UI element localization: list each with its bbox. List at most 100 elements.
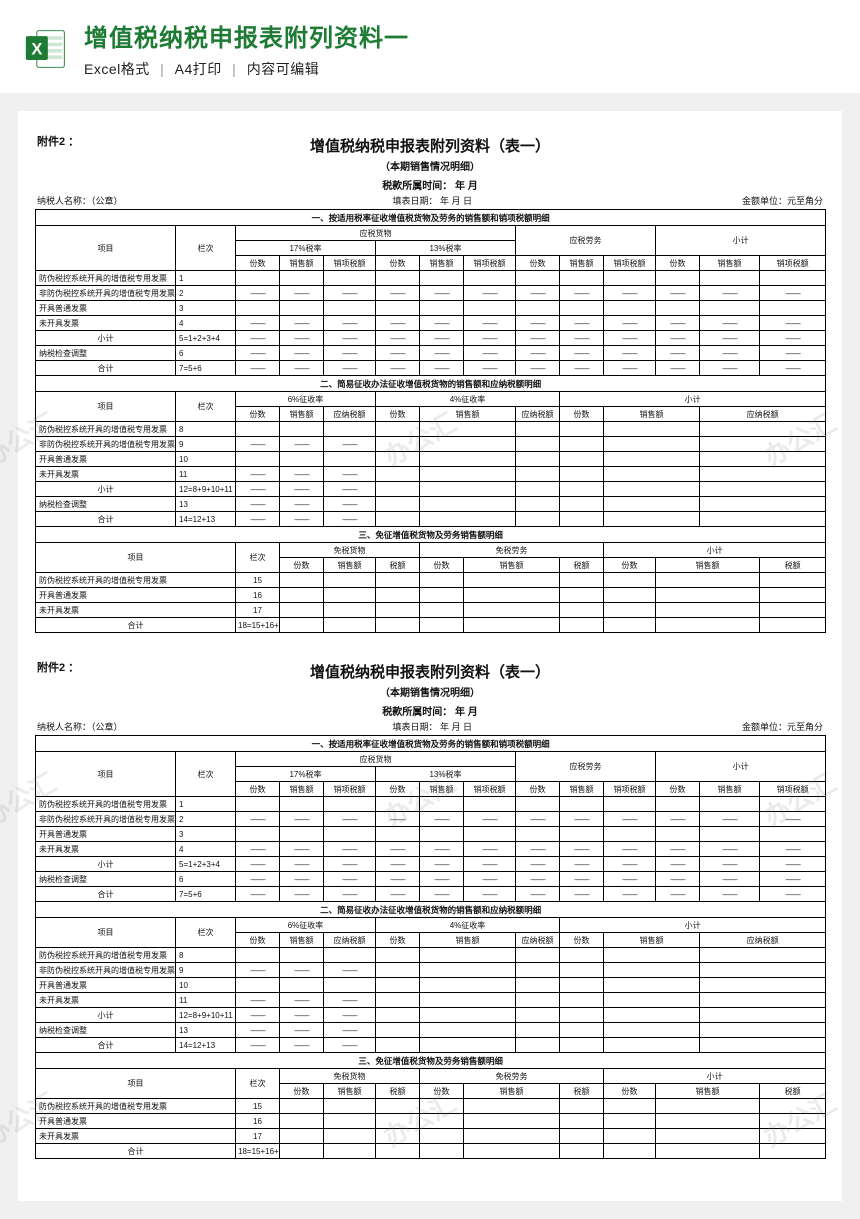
data-cell bbox=[656, 857, 700, 872]
data-cell bbox=[376, 316, 420, 331]
data-cell bbox=[560, 331, 604, 346]
data-cell bbox=[700, 1008, 826, 1023]
data-cell bbox=[376, 512, 420, 527]
data-cell bbox=[324, 573, 376, 588]
data-cell bbox=[560, 993, 604, 1008]
col-fen: 份数 bbox=[236, 782, 280, 797]
data-cell bbox=[656, 872, 700, 887]
data-cell bbox=[656, 301, 700, 316]
excel-icon: X bbox=[24, 27, 68, 71]
data-cell bbox=[700, 286, 760, 301]
row-lanci: 14=12+13 bbox=[176, 512, 236, 527]
data-cell bbox=[516, 948, 560, 963]
data-cell bbox=[560, 301, 604, 316]
group-services: 应税劳务 bbox=[516, 752, 656, 782]
sheet: 附件2 ：增值税纳税申报表附列资料（表一）（本期销售情况明细）税款所属时间： 年… bbox=[35, 131, 825, 633]
data-cell bbox=[280, 993, 324, 1008]
data-cell bbox=[700, 812, 760, 827]
col-tax: 税额 bbox=[560, 558, 604, 573]
data-cell bbox=[420, 812, 464, 827]
data-cell bbox=[236, 497, 280, 512]
data-cell bbox=[604, 573, 656, 588]
row-lanci: 3 bbox=[176, 301, 236, 316]
page-title: 增值税纳税申报表附列资料一 bbox=[84, 18, 409, 53]
col-sales: 销售额 bbox=[464, 558, 560, 573]
data-cell bbox=[604, 316, 656, 331]
col-sales: 销售额 bbox=[656, 558, 760, 573]
data-cell bbox=[516, 1008, 560, 1023]
data-cell bbox=[604, 452, 700, 467]
data-cell bbox=[760, 618, 826, 633]
data-cell bbox=[604, 1114, 656, 1129]
data-cell bbox=[604, 497, 700, 512]
data-cell bbox=[560, 887, 604, 902]
data-cell bbox=[560, 346, 604, 361]
data-cell bbox=[760, 361, 826, 376]
data-cell bbox=[376, 978, 420, 993]
data-cell bbox=[324, 812, 376, 827]
data-cell bbox=[656, 827, 700, 842]
row-label: 非防伪税控系统开具的增值税专用发票 bbox=[36, 963, 176, 978]
data-cell bbox=[376, 437, 420, 452]
data-cell bbox=[420, 422, 516, 437]
data-cell bbox=[700, 1038, 826, 1053]
section3-title: 三、免征增值税货物及劳务销售额明细 bbox=[36, 1053, 826, 1069]
col-project: 项目 bbox=[36, 918, 176, 948]
row-lanci: 16 bbox=[236, 1114, 280, 1129]
data-cell bbox=[236, 346, 280, 361]
data-cell bbox=[236, 316, 280, 331]
data-cell bbox=[236, 1023, 280, 1038]
row-lanci: 2 bbox=[176, 812, 236, 827]
data-cell bbox=[376, 497, 420, 512]
data-cell bbox=[700, 422, 826, 437]
col-outtax: 销项税额 bbox=[464, 256, 516, 271]
data-cell bbox=[604, 978, 700, 993]
data-cell bbox=[420, 993, 516, 1008]
section2-title: 二、简易征收办法征收增值税货物的销售额和应纳税额明细 bbox=[36, 376, 826, 392]
row-label: 小计 bbox=[36, 857, 176, 872]
col-paytax: 应纳税额 bbox=[324, 933, 376, 948]
data-cell bbox=[604, 286, 656, 301]
data-cell bbox=[760, 872, 826, 887]
data-cell bbox=[464, 618, 560, 633]
data-cell bbox=[604, 812, 656, 827]
row-label: 合计 bbox=[36, 887, 176, 902]
data-cell bbox=[420, 827, 464, 842]
row-lanci: 4 bbox=[176, 842, 236, 857]
data-cell bbox=[420, 497, 516, 512]
data-cell bbox=[464, 331, 516, 346]
row-label: 非防伪税控系统开具的增值税专用发票 bbox=[36, 812, 176, 827]
data-cell bbox=[464, 1144, 560, 1159]
header-bar: X 增值税纳税申报表附列资料一 Excel格式 | A4打印 | 内容可编辑 bbox=[0, 0, 860, 93]
data-cell bbox=[420, 1038, 516, 1053]
col-project: 项目 bbox=[36, 226, 176, 271]
data-cell bbox=[700, 482, 826, 497]
data-cell bbox=[376, 452, 420, 467]
col-sales: 销售额 bbox=[604, 933, 700, 948]
data-cell bbox=[420, 1023, 516, 1038]
data-cell bbox=[420, 316, 464, 331]
data-cell bbox=[656, 1144, 760, 1159]
sub-editable: 内容可编辑 bbox=[247, 61, 320, 77]
data-cell bbox=[604, 482, 700, 497]
data-cell bbox=[280, 842, 324, 857]
data-cell bbox=[280, 331, 324, 346]
data-cell bbox=[324, 978, 376, 993]
data-cell bbox=[560, 1038, 604, 1053]
col-fen: 份数 bbox=[420, 1084, 464, 1099]
data-cell bbox=[420, 1099, 464, 1114]
row-lanci: 11 bbox=[176, 467, 236, 482]
data-cell bbox=[560, 1144, 604, 1159]
data-cell bbox=[376, 842, 420, 857]
data-cell bbox=[560, 618, 604, 633]
data-cell bbox=[560, 467, 604, 482]
taxpayer-label: 纳税人名称：（公章） bbox=[37, 194, 123, 207]
row-lanci: 12=8+9+10+11 bbox=[176, 1008, 236, 1023]
data-cell bbox=[420, 437, 516, 452]
row-label: 开具普通发票 bbox=[36, 301, 176, 316]
row-lanci: 7=5+6 bbox=[176, 361, 236, 376]
data-cell bbox=[376, 1099, 420, 1114]
meta-row: 纳税人名称：（公章）填表日期： 年 月 日金额单位：元至角分 bbox=[35, 194, 825, 209]
row-lanci: 1 bbox=[176, 271, 236, 286]
data-cell bbox=[324, 872, 376, 887]
